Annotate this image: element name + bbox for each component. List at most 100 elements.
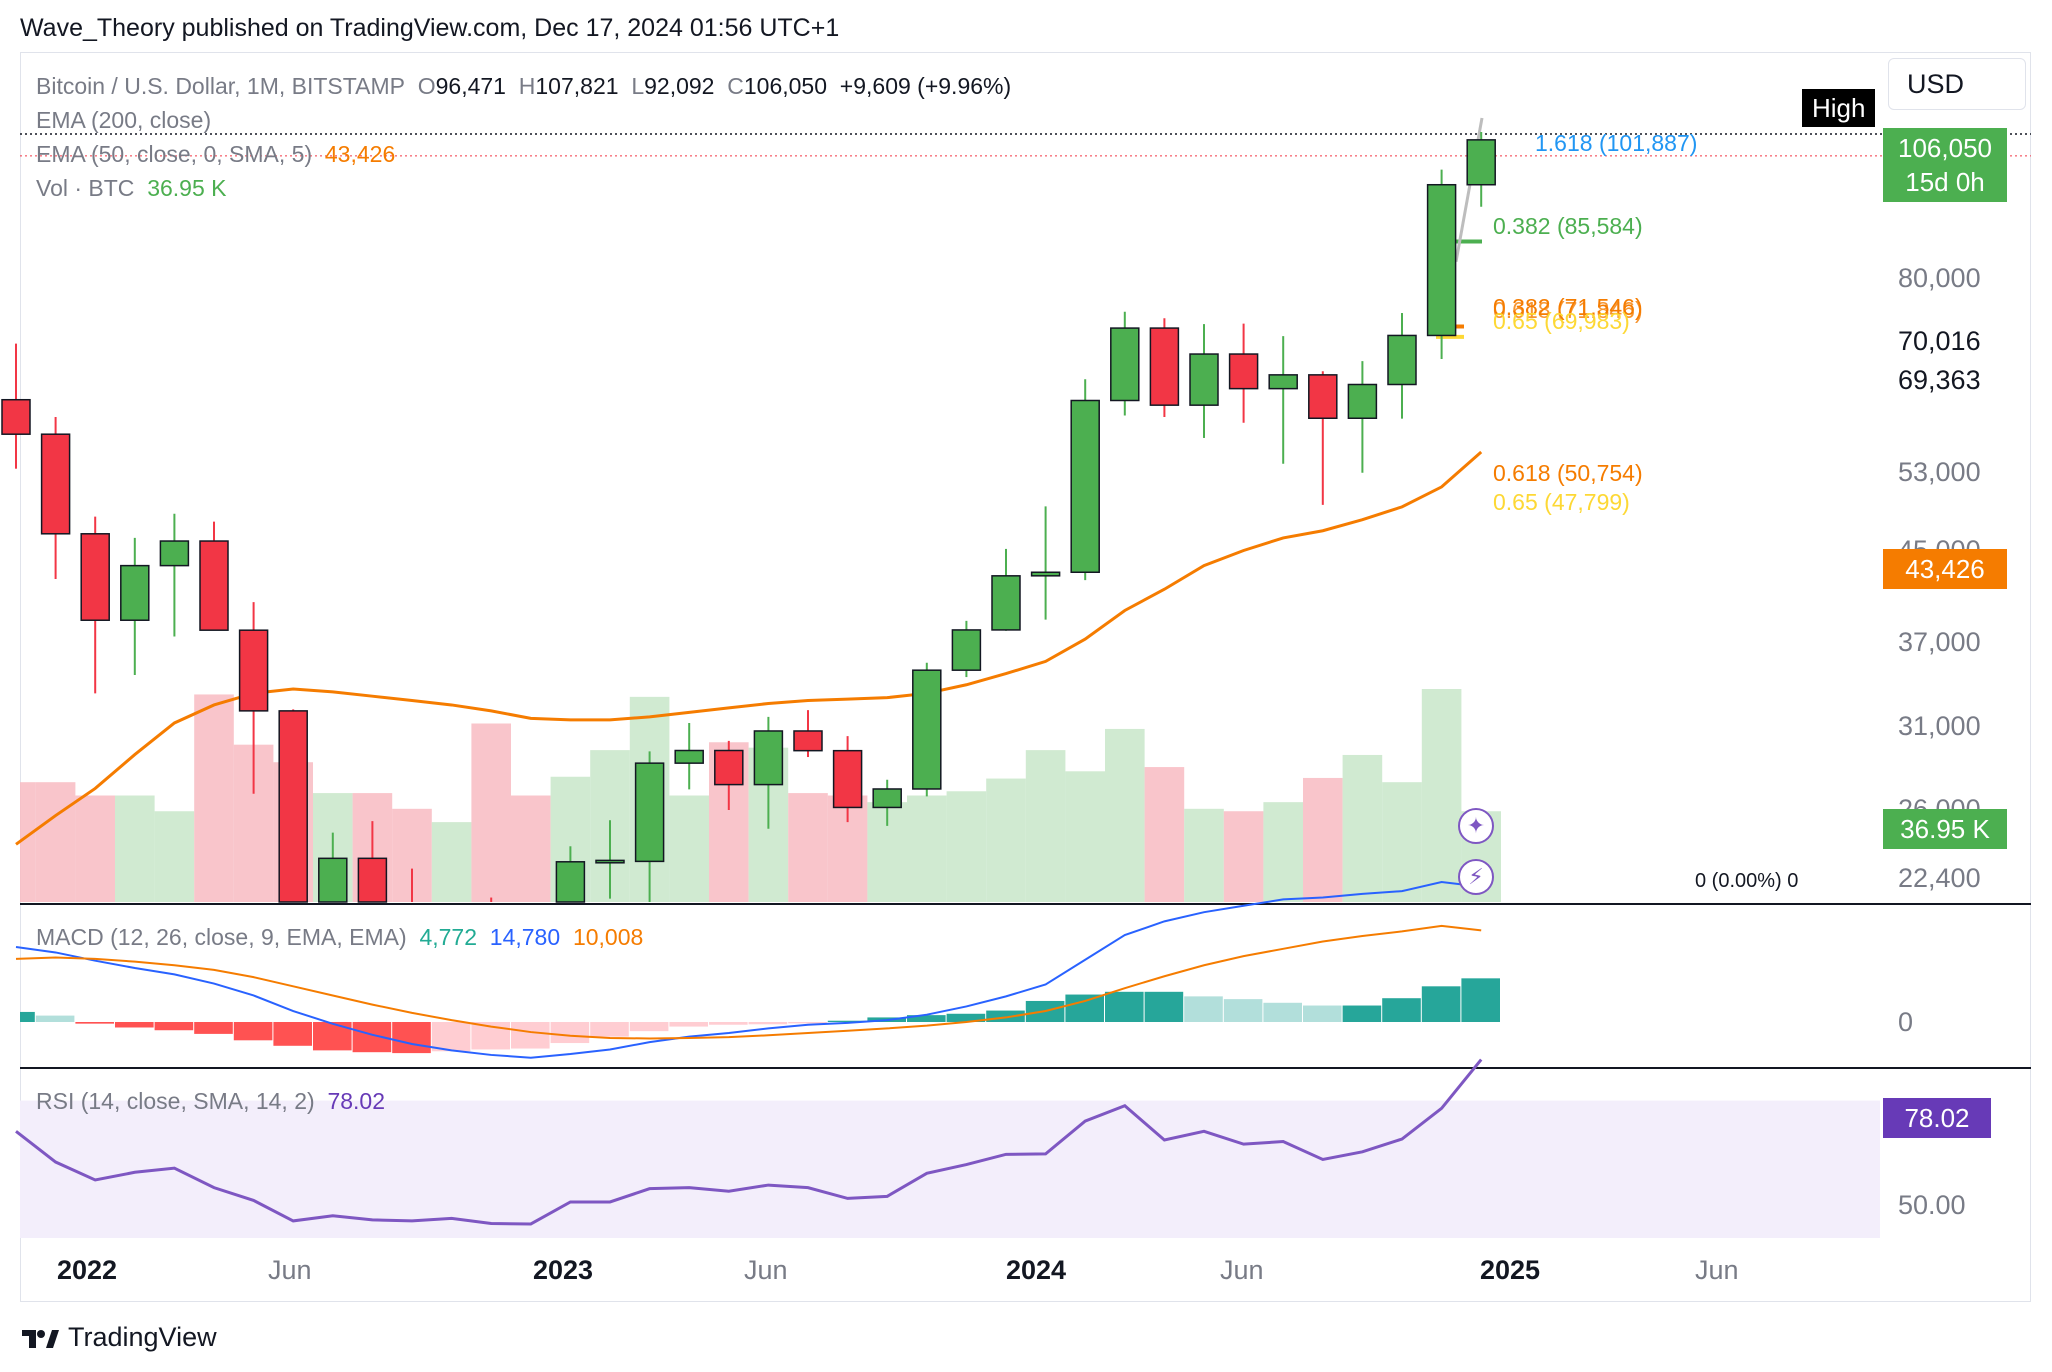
volume-bar	[154, 811, 195, 902]
footer-brand[interactable]: TradingView	[20, 1322, 217, 1353]
candle	[555, 846, 586, 903]
open-value: 96,471	[435, 73, 506, 99]
volume-bar	[194, 694, 234, 902]
time-axis-label: 2025	[1480, 1255, 1541, 1285]
candle	[120, 537, 150, 675]
macd-histogram-bar	[233, 1022, 273, 1041]
candle-body	[1387, 334, 1417, 386]
macd-histogram-bar	[431, 1022, 471, 1052]
candle	[1308, 371, 1338, 505]
rsi-legend[interactable]: RSI (14, close, SMA, 14, 2) 78.02	[36, 1088, 385, 1115]
candle	[753, 716, 784, 829]
candle	[40, 417, 71, 579]
candle	[634, 751, 665, 902]
price-axis-label: 69,363	[1898, 365, 1981, 395]
time-axis-label: 2023	[533, 1255, 594, 1285]
macd-histogram-bar	[313, 1022, 352, 1051]
fib-label-1618: 1.618 (101,887)	[1535, 130, 1698, 156]
change-value: +9,609 (+9.96%)	[839, 73, 1012, 99]
macd-histogram-bar	[1065, 994, 1104, 1022]
candle-body	[1426, 183, 1457, 337]
candle-body	[238, 629, 269, 712]
candle	[912, 662, 942, 797]
volume-bar	[511, 795, 551, 902]
volume-legend[interactable]: Vol · BTC 36.95 K	[36, 175, 227, 202]
symbol-name[interactable]: Bitcoin / U.S. Dollar, 1M, BITSTAMP	[36, 73, 405, 99]
candle-body	[714, 749, 744, 786]
candle	[1228, 323, 1259, 423]
macd-histogram-bar	[748, 1022, 788, 1025]
candle-body	[1228, 353, 1259, 390]
ema50-value: 43,426	[324, 141, 396, 167]
macd-histogram-bar	[550, 1022, 590, 1044]
candle-body	[595, 859, 625, 864]
sparkle-icon[interactable]: ✦	[1458, 808, 1494, 844]
tradingview-logo-icon	[22, 1329, 59, 1348]
time-axis-label: Jun	[1695, 1255, 1739, 1285]
volume-bar	[946, 791, 987, 902]
candle	[1110, 311, 1140, 416]
candle-body	[120, 564, 150, 621]
candle	[793, 710, 823, 758]
macd-histogram-bar	[511, 1022, 550, 1049]
candle	[991, 548, 1021, 631]
macd-histogram-bar	[392, 1022, 431, 1054]
candle-body	[1070, 399, 1100, 574]
ema50-legend[interactable]: EMA (50, close, 0, SMA, 5) 43,426	[36, 141, 395, 168]
volume-bar	[1184, 808, 1224, 902]
candle-body	[1347, 383, 1378, 420]
candle-body	[991, 575, 1021, 631]
candle-body	[1268, 374, 1298, 390]
ema200-legend[interactable]: EMA (200, close)	[36, 107, 211, 134]
lightning-alert-icon[interactable]: ⚡	[1458, 859, 1494, 895]
macd-layer	[15, 880, 1500, 1059]
chart-frame[interactable]	[20, 52, 2031, 1302]
macd-histogram-bar	[1342, 1005, 1382, 1022]
macd-histogram-bar	[827, 1020, 867, 1022]
macd-histogram-bar	[788, 1022, 827, 1024]
time-axis-label: Jun	[268, 1255, 312, 1285]
candle	[674, 722, 704, 790]
candle-body	[793, 730, 823, 752]
ema50-label: EMA (50, close, 0, SMA, 5)	[36, 141, 313, 167]
candle	[714, 740, 744, 811]
candle-body	[1466, 139, 1496, 186]
candle-body	[634, 762, 665, 863]
candle	[1387, 313, 1417, 419]
pane-separators	[20, 903, 2031, 1069]
macd-signal-value: 10,008	[572, 924, 644, 950]
low-label: L	[631, 73, 645, 99]
symbol-legend: Bitcoin / U.S. Dollar, 1M, BITSTAMP O96,…	[36, 73, 1011, 100]
rsi-layer	[15, 1058, 1880, 1238]
candle	[238, 602, 269, 794]
candle-body	[1110, 327, 1140, 402]
macd-histogram-bar	[273, 1022, 312, 1046]
volume-tag: 36.95 K	[1883, 809, 2007, 849]
macd-histogram-bar	[946, 1013, 986, 1022]
macd-histogram-bar	[1303, 1005, 1342, 1022]
macd-histogram-bar	[669, 1022, 708, 1027]
time-axis-label: Jun	[744, 1255, 788, 1285]
macd-histogram-bar	[1263, 1002, 1302, 1022]
macd-legend[interactable]: MACD (12, 26, close, 9, EMA, EMA) 4,772 …	[36, 924, 643, 951]
macd-signal-line	[15, 924, 1482, 1040]
volume-bar	[1263, 802, 1303, 902]
candle-body	[951, 629, 982, 671]
volume-bar	[669, 795, 709, 902]
ema-price-tag: 43,426	[1883, 549, 2007, 589]
ema200-label: EMA (200, close)	[36, 107, 212, 133]
open-label: O	[417, 73, 436, 99]
macd-histogram-bar	[35, 1015, 75, 1022]
currency-button[interactable]: USD	[1888, 58, 2026, 110]
volume-bar	[986, 778, 1026, 902]
macd-histogram-bar	[1144, 991, 1184, 1022]
rsi-value: 78.02	[327, 1088, 386, 1114]
macd-hist-value: 4,772	[419, 924, 478, 950]
price-axis-label: 26,000	[1898, 794, 1981, 811]
candle	[595, 820, 625, 899]
volume-bar	[35, 782, 76, 902]
volume-bar	[907, 795, 947, 902]
volume-bar	[1303, 777, 1343, 902]
volume-bar	[1342, 754, 1383, 902]
